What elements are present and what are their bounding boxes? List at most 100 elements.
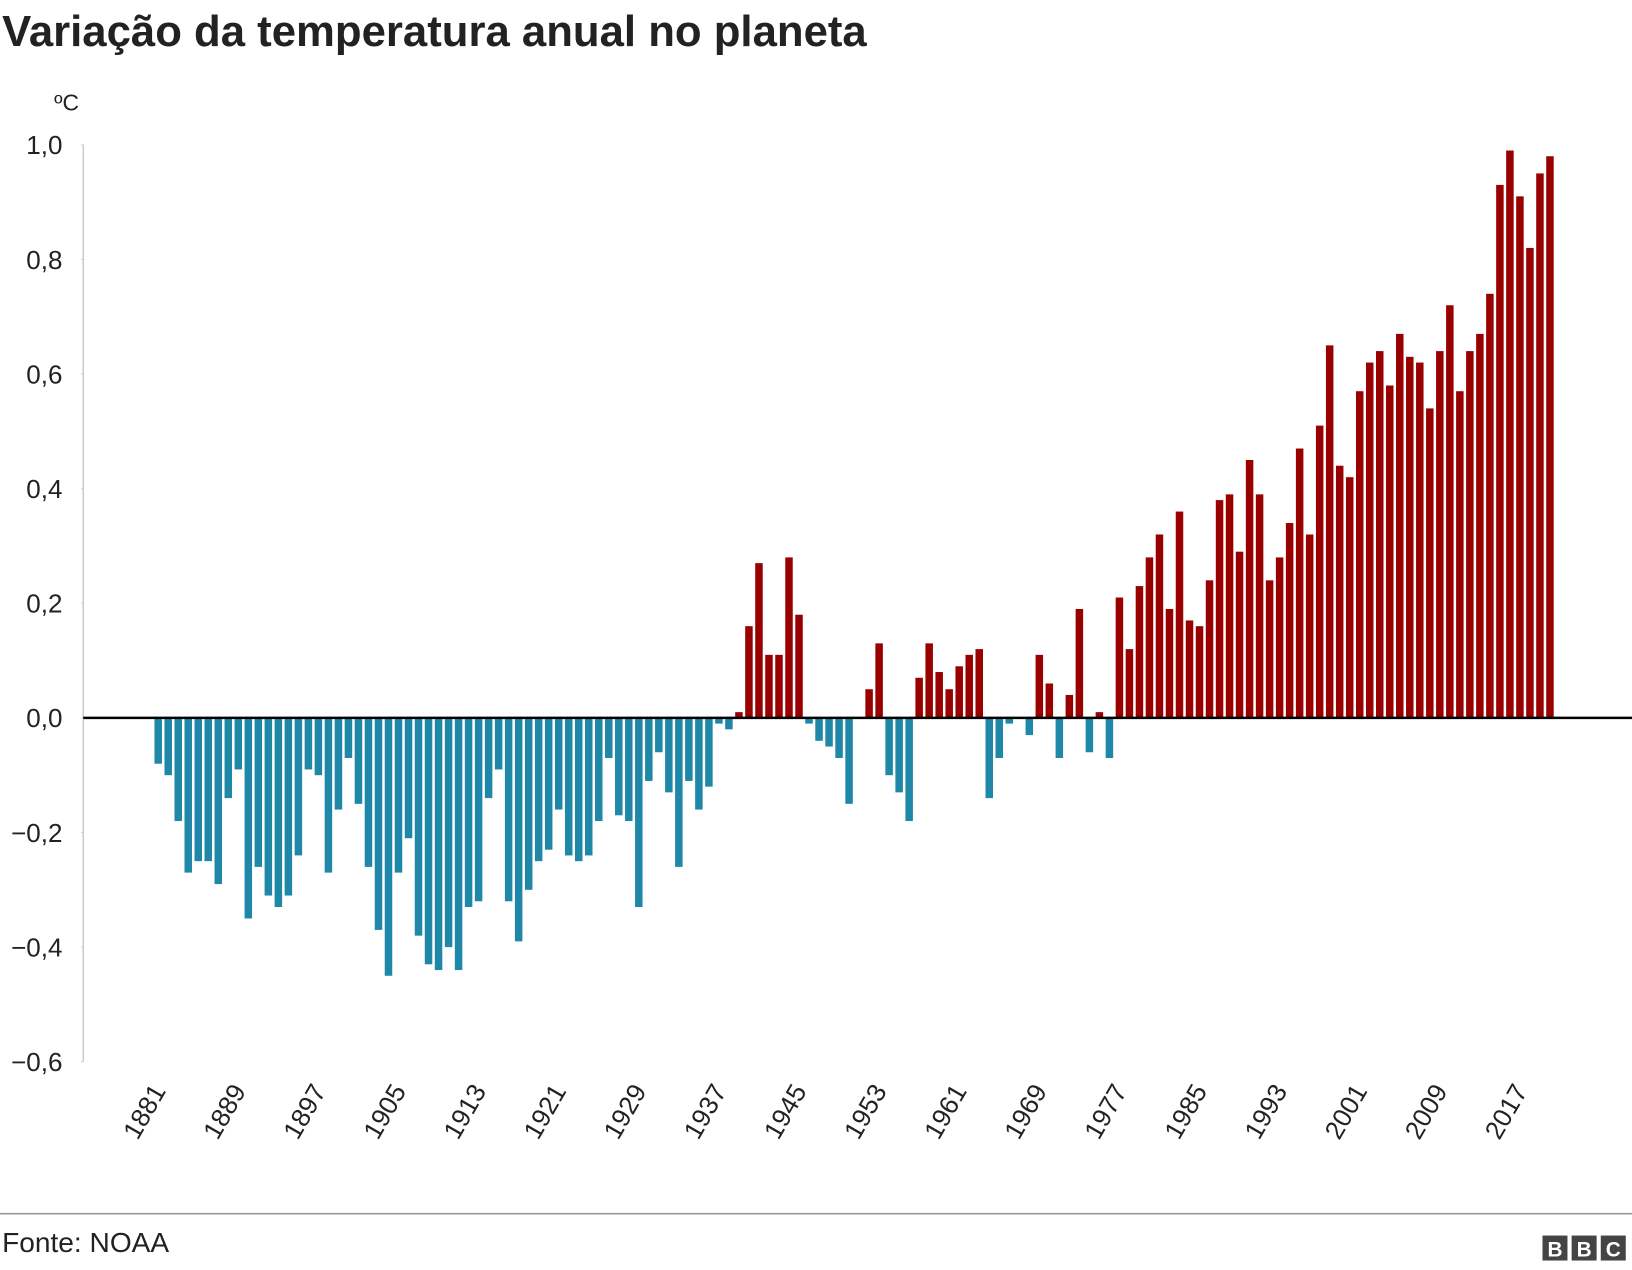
x-tick-label: 1985 (1158, 1079, 1213, 1144)
bar (1105, 717, 1114, 758)
bar (1165, 608, 1174, 718)
x-tick-label: 1953 (838, 1079, 893, 1144)
bar (1155, 534, 1164, 718)
x-tick-label: 1913 (437, 1079, 492, 1144)
bar (224, 717, 233, 799)
bar (1265, 580, 1274, 718)
bar (324, 717, 333, 873)
y-tick-label: 0,0 (26, 703, 62, 733)
bar (1426, 408, 1434, 718)
y-tick-label: −0,6 (11, 1047, 62, 1077)
bar (965, 654, 973, 718)
bar (1416, 362, 1424, 718)
x-tick-label: 1977 (1078, 1079, 1133, 1144)
bar (665, 717, 673, 793)
bar (915, 677, 923, 718)
bar (1456, 391, 1464, 718)
bar (875, 643, 883, 718)
x-tick-label: 1889 (197, 1079, 252, 1144)
bar (835, 717, 843, 758)
bar (885, 717, 893, 776)
bar (544, 717, 553, 850)
source: Fonte: NOAA (2, 1227, 169, 1258)
bar (1325, 345, 1334, 718)
bar (534, 717, 543, 862)
bar (605, 717, 613, 758)
bar (444, 717, 453, 948)
bar (1345, 477, 1354, 718)
unit-label: ºC (54, 89, 79, 115)
bar (1035, 654, 1044, 718)
y-tick-label: 1,0 (26, 130, 62, 160)
bar (755, 563, 763, 718)
x-tick-label: 2017 (1479, 1079, 1534, 1144)
bar (825, 717, 833, 747)
bar (1285, 523, 1294, 718)
y-tick-label: 0,2 (26, 589, 62, 619)
bar (725, 717, 733, 730)
y-tick-label: −0,4 (11, 932, 62, 962)
bar (1305, 534, 1314, 718)
bar (244, 717, 253, 919)
y-tick-label: 0,8 (26, 245, 62, 275)
bar (1145, 557, 1154, 718)
bar (715, 717, 723, 724)
y-tick-label: −0,2 (11, 818, 62, 848)
bar (314, 717, 323, 776)
x-tick-label: 1897 (277, 1079, 332, 1144)
bar (705, 717, 713, 787)
bar (1376, 351, 1384, 718)
bar (595, 717, 603, 822)
bar (765, 654, 773, 718)
logo-box (1600, 1235, 1626, 1261)
bar (1125, 649, 1134, 718)
logo-box (1542, 1235, 1568, 1261)
bar (1516, 196, 1524, 718)
bar (1396, 333, 1404, 718)
bar (1386, 385, 1394, 718)
bar (805, 717, 813, 724)
bar (574, 717, 583, 862)
bar (394, 717, 403, 873)
bar (795, 614, 803, 718)
bar (1406, 356, 1414, 718)
logo-letter: C (1606, 1238, 1621, 1261)
bar (1506, 150, 1514, 718)
bar (1446, 305, 1454, 718)
bar (274, 717, 283, 907)
bar (995, 717, 1004, 758)
y-tick-label: 0,6 (26, 359, 62, 389)
bar (424, 717, 433, 965)
bar (1486, 293, 1494, 718)
bar (504, 717, 513, 902)
bar (645, 717, 653, 781)
bar (1135, 586, 1144, 718)
bar (1055, 717, 1064, 758)
bar (384, 717, 393, 976)
bar (264, 717, 273, 896)
bar (194, 717, 203, 862)
bar (364, 717, 373, 867)
bar (564, 717, 573, 856)
x-tick-label: 1945 (758, 1079, 813, 1144)
bar (1315, 425, 1324, 718)
bar (464, 717, 473, 907)
bar (1225, 494, 1234, 718)
bar (1245, 459, 1254, 718)
x-tick-label: 2001 (1318, 1079, 1373, 1144)
x-tick-label: 1937 (678, 1079, 733, 1144)
x-tick-label: 2009 (1398, 1079, 1453, 1144)
x-tick-label: 1961 (918, 1079, 973, 1144)
bar (695, 717, 703, 810)
bar (254, 717, 263, 867)
bar (404, 717, 413, 839)
bar (1115, 597, 1124, 718)
bar (675, 717, 683, 867)
bar (334, 717, 343, 810)
bar (524, 717, 533, 890)
bar (815, 717, 823, 741)
bar (1025, 717, 1034, 736)
bar (374, 717, 383, 930)
bar (655, 717, 663, 753)
